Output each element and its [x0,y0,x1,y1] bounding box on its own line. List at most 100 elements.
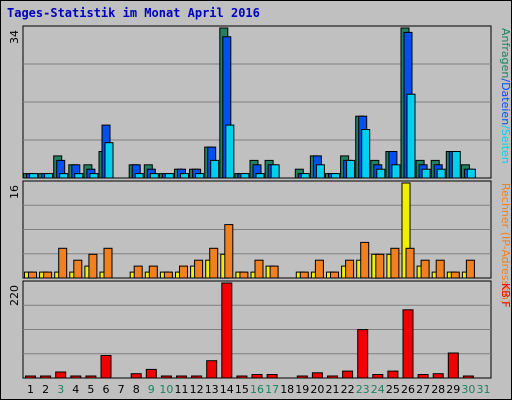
bar-visits-rechner-26 [405,247,415,279]
bar-requests-seiten-11 [180,173,189,179]
x-tick-label: 25 [386,383,400,396]
bar-requests-seiten-13 [210,159,220,179]
legend-bytes: KB F [499,283,512,308]
bar-requests-seiten-5 [89,173,99,179]
bar-visits-rechner-4 [73,259,83,279]
bar-visits-rechner-30 [465,259,475,279]
bar-bytes-kb-29 [447,352,459,379]
bar-bytes-kb-11 [176,375,187,379]
bar-requests-seiten-21 [331,173,340,179]
bar-visits-rechner-20 [314,259,324,279]
bar-requests-seiten-6 [104,142,114,179]
x-tick-label: 9 [148,383,155,396]
bar-visits-rechner-25 [390,247,400,279]
bar-requests-seiten-26 [406,93,416,179]
x-tick-label: 18 [280,383,294,396]
legend-entry: / [499,125,512,129]
bar-requests-seiten-25 [391,164,401,179]
legend-entry: Dateien [499,82,512,125]
legend-entry: F [499,298,512,308]
x-tick-label: 21 [326,383,340,396]
bar-bytes-kb-4 [70,375,82,379]
x-tick-label: 22 [341,383,355,396]
bar-requests-seiten-2 [44,173,54,179]
legend-entry: Rechner [499,183,512,229]
bar-bytes-kb-13 [206,360,218,379]
y-axis-max-label: 220 [8,285,21,306]
bar-bytes-kb-24 [372,374,384,379]
bar-requests-seiten-16 [255,173,265,179]
bar-requests-seiten-8 [134,173,144,179]
bar-visits-rechner-10 [163,271,173,279]
bar-visits-rechner-15 [239,271,249,279]
x-tick-label: 13 [205,383,219,396]
panel-visits: 16 Rechner (IP-Adressen) [8,180,512,304]
x-tick-label: 14 [220,383,234,396]
bar-visits-rechner-23 [360,241,370,279]
bar-requests-seiten-10 [164,173,174,179]
bar-requests-seiten-29 [451,151,461,179]
chart-title: Tages-Statistik im Monat April 2016 [7,6,260,20]
bar-bytes-kb-9 [145,368,157,379]
x-tick-label: 30 [461,383,475,396]
bar-bytes-kb-14 [221,282,233,379]
panel-bytes: 220 KB F [8,280,512,379]
bar-visits-rechner-22 [345,259,355,279]
bar-bytes-kb-17 [266,374,278,379]
bar-bytes-kb-22 [342,370,354,379]
x-tick-label: 31 [477,383,491,396]
x-tick-label: 5 [87,383,94,396]
x-tick-label: 2 [42,383,49,396]
bar-requests-seiten-15 [240,173,250,179]
bar-visits-rechner-1 [28,271,37,279]
bar-requests-seiten-19 [300,173,310,179]
bar-bytes-kb-3 [55,371,67,379]
bar-requests-seiten-4 [74,173,84,179]
bar-requests-seiten-22 [346,159,356,179]
bar-bytes-kb-21 [327,375,338,379]
bar-visits-rechner-14 [224,224,234,279]
y-axis-max-label: 34 [8,30,21,44]
bar-visits-rechner-28 [435,259,445,279]
x-tick-label: 8 [133,383,140,396]
bar-requests-seiten-12 [195,173,205,179]
bar-visits-rechner-6 [103,247,113,279]
bar-visits-rechner-8 [133,265,143,279]
bar-bytes-kb-2 [40,375,52,379]
x-tick-label: 27 [416,383,430,396]
bar-bytes-kb-28 [432,373,444,379]
bar-requests-seiten-14 [225,124,235,179]
x-tick-label: 12 [190,383,204,396]
y-axis-max-label: 16 [8,185,21,199]
legend-requests: Anfragen/Dateien/Seiten [499,28,512,164]
bar-visits-rechner-24 [375,253,385,279]
bar-bytes-kb-30 [462,375,474,379]
x-tick-label: 17 [265,383,279,396]
x-tick-label: 1 [27,383,34,396]
x-tick-label: 4 [72,383,79,396]
bar-bytes-kb-15 [236,375,248,379]
legend-entry: KB [499,283,512,298]
bar-visits-rechner-5 [88,253,98,279]
x-tick-label: 19 [295,383,309,396]
x-tick-label: 20 [310,383,324,396]
legend-entry: / [499,78,512,82]
bar-requests-seiten-9 [149,173,159,179]
bar-bytes-kb-6 [100,355,112,379]
chart-panels: 34 Anfragen/Dateien/Seiten 16 Rechner (IP-A… [8,25,512,379]
x-tick-label: 10 [159,383,173,396]
bar-visits-rechner-19 [299,271,309,279]
bar-bytes-kb-20 [311,372,323,379]
bar-bytes-kb-23 [357,329,369,379]
legend-entry: (IP-Adressen) [499,228,512,304]
panel-requests: 34 Anfragen/Dateien/Seiten [8,25,512,179]
bar-bytes-kb-26 [402,309,414,379]
legend-entry: Seiten [499,129,512,164]
legend-visits: Rechner (IP-Adressen) [499,183,512,304]
x-tick-label: 16 [250,383,264,396]
bar-requests-seiten-17 [270,164,280,179]
bar-visits-rechner-3 [58,247,68,279]
bar-bytes-kb-8 [130,373,142,379]
bar-bytes-kb-5 [85,375,97,379]
